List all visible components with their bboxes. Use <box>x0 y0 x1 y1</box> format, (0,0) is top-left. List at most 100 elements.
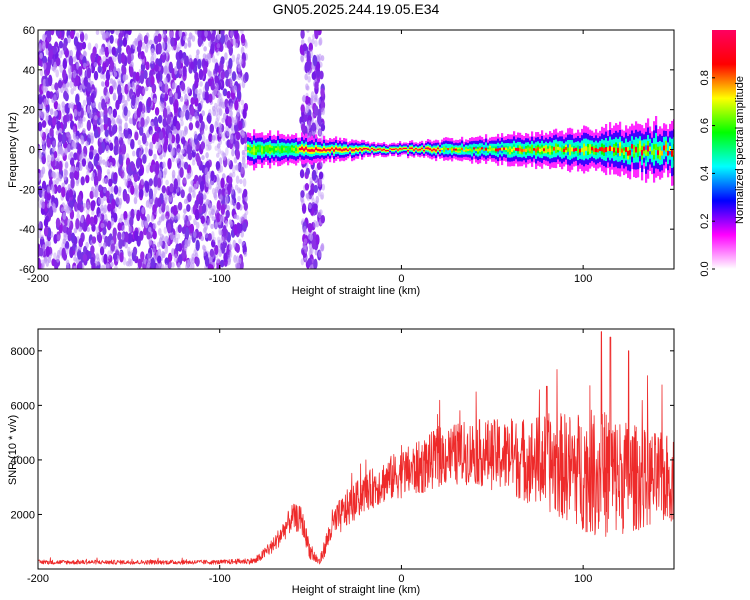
heat-cell <box>308 42 313 52</box>
heat-cell <box>573 148 576 152</box>
heat-cell <box>320 214 325 224</box>
heat-cell <box>153 176 158 188</box>
heat-cell <box>193 183 198 191</box>
heat-cell <box>79 54 84 60</box>
heat-cell <box>132 246 138 257</box>
heat-cell <box>54 82 59 91</box>
heat-cell <box>321 183 326 191</box>
heat-cell <box>235 149 240 160</box>
heat-cell <box>219 193 223 201</box>
heat-cell <box>137 34 141 41</box>
heat-cell <box>579 148 582 153</box>
heat-cell <box>310 194 314 201</box>
heat-cell <box>104 177 109 185</box>
heat-cell <box>82 128 86 134</box>
heat-cell <box>204 256 210 267</box>
heat-cell <box>47 185 51 194</box>
heat-cell <box>45 246 50 258</box>
heat-cell <box>86 67 92 79</box>
heat-cell <box>136 147 141 158</box>
heat-cell <box>197 58 202 70</box>
heat-cell <box>155 263 160 269</box>
heat-cell <box>222 88 228 97</box>
heat-cell <box>87 161 93 169</box>
heat-cell <box>175 44 179 53</box>
heat-cell <box>91 236 97 244</box>
heat-cell <box>236 162 240 172</box>
heat-cell <box>100 204 104 211</box>
heat-cell <box>182 110 186 117</box>
heat-cell <box>117 52 123 64</box>
heat-cell <box>131 94 136 107</box>
heat-cell <box>160 104 164 113</box>
heat-cell <box>557 146 560 150</box>
heat-cell <box>217 41 222 52</box>
heat-cell <box>317 189 322 197</box>
heat-cell <box>209 264 214 269</box>
heat-cell <box>83 62 87 69</box>
heat-cell <box>166 114 171 125</box>
heat-cell <box>208 93 213 103</box>
heat-cell <box>61 186 66 198</box>
heat-cell <box>159 131 164 141</box>
heat-cell <box>307 36 312 44</box>
heat-cell <box>231 71 237 82</box>
heat-cell <box>242 222 247 232</box>
heat-cell <box>103 106 108 116</box>
heat-cell <box>108 108 112 116</box>
heat-cell <box>216 258 220 264</box>
heat-cell <box>65 247 69 256</box>
heat-cell <box>64 241 70 250</box>
heat-cell <box>224 34 228 43</box>
heat-cell <box>100 264 105 269</box>
heat-cell <box>545 147 548 151</box>
heat-cell <box>205 144 209 151</box>
heat-cell <box>553 146 556 151</box>
heat-cell <box>61 133 66 145</box>
heat-cell <box>152 230 157 240</box>
heat-cell <box>227 158 231 166</box>
heat-cell <box>228 244 233 251</box>
heat-cell <box>110 261 114 268</box>
heat-cell <box>75 135 79 144</box>
heat-cell <box>447 148 450 151</box>
heat-cell <box>204 30 208 38</box>
heat-cell <box>169 30 174 39</box>
heat-cell <box>627 150 630 156</box>
heat-cell <box>503 147 506 150</box>
heat-cell <box>87 131 92 139</box>
heat-cell <box>124 99 128 108</box>
heat-cell <box>302 94 306 103</box>
heat-cell <box>137 85 143 94</box>
heat-cell <box>51 185 56 195</box>
heat-cell <box>53 110 58 118</box>
heat-cell <box>103 123 108 131</box>
heat-cell <box>99 136 103 143</box>
heat-cell <box>115 243 119 251</box>
heat-cell <box>171 82 176 90</box>
heat-cell <box>615 146 618 152</box>
heat-cell <box>589 147 592 152</box>
heat-cell <box>118 39 124 47</box>
heat-cell <box>181 226 186 235</box>
heat-cell <box>220 177 225 189</box>
heat-cell <box>85 209 90 215</box>
heat-cell <box>53 252 57 260</box>
heat-cell <box>67 35 71 44</box>
heat-cell <box>40 234 44 240</box>
heat-cell <box>197 36 202 48</box>
heat-cell <box>206 114 211 123</box>
heat-cell <box>313 219 317 229</box>
heat-cell <box>157 197 162 208</box>
heat-cell <box>315 195 320 204</box>
heat-cell <box>475 148 478 152</box>
heat-cell <box>38 185 43 196</box>
heat-cell <box>303 112 308 122</box>
heat-cell <box>629 150 632 156</box>
heat-cell <box>241 149 246 156</box>
heat-cell <box>150 257 155 269</box>
heat-cell <box>220 33 226 44</box>
heat-cell <box>102 242 107 250</box>
heat-cell <box>214 102 218 109</box>
heat-cell <box>75 246 79 253</box>
